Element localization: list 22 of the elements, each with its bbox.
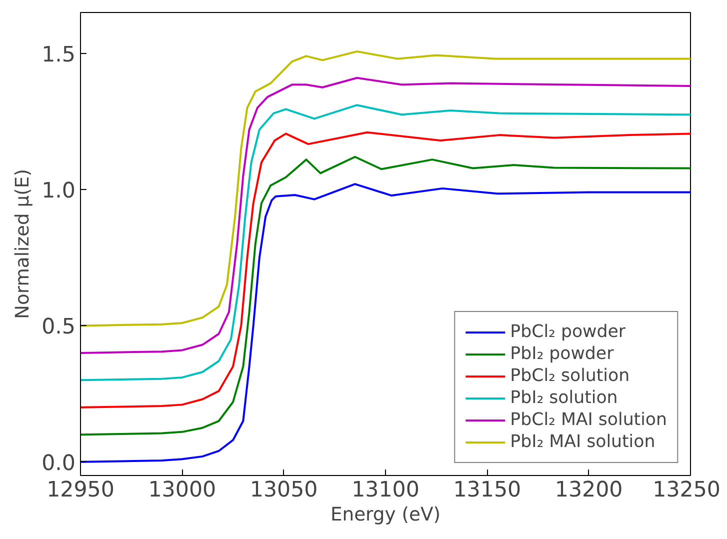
x-tick-label: 13200 bbox=[554, 478, 623, 502]
legend-label: PbI₂ solution bbox=[510, 388, 618, 408]
x-tick-label: 13100 bbox=[352, 478, 420, 502]
legend-label: PbI₂ powder bbox=[510, 344, 614, 364]
x-tick-label: 13000 bbox=[148, 478, 216, 502]
line-series bbox=[80, 183, 690, 463]
x-tick-label: 13250 bbox=[652, 478, 721, 502]
legend-label: PbCl₂ MAI solution bbox=[510, 410, 667, 430]
y-tick-label: 1.0 bbox=[42, 178, 76, 204]
y-tick-label: 0.5 bbox=[42, 314, 76, 340]
legend-label: PbCl₂ powder bbox=[510, 322, 626, 342]
x-tick-label: 13050 bbox=[250, 478, 318, 502]
line-series bbox=[80, 104, 690, 382]
y-tick-label: 1.5 bbox=[42, 42, 76, 68]
y-tick-label: 0.0 bbox=[42, 450, 76, 476]
legend-label: PbCl₂ solution bbox=[510, 366, 630, 386]
x-axis-title: Energy (eV) bbox=[330, 504, 441, 526]
y-axis-title: Normalized μ(E) bbox=[12, 169, 34, 319]
legend-label: PbI₂ MAI solution bbox=[510, 432, 656, 452]
x-tick-label: 13150 bbox=[453, 478, 522, 502]
x-tick-label: 12950 bbox=[46, 478, 114, 502]
line-series bbox=[80, 131, 690, 408]
